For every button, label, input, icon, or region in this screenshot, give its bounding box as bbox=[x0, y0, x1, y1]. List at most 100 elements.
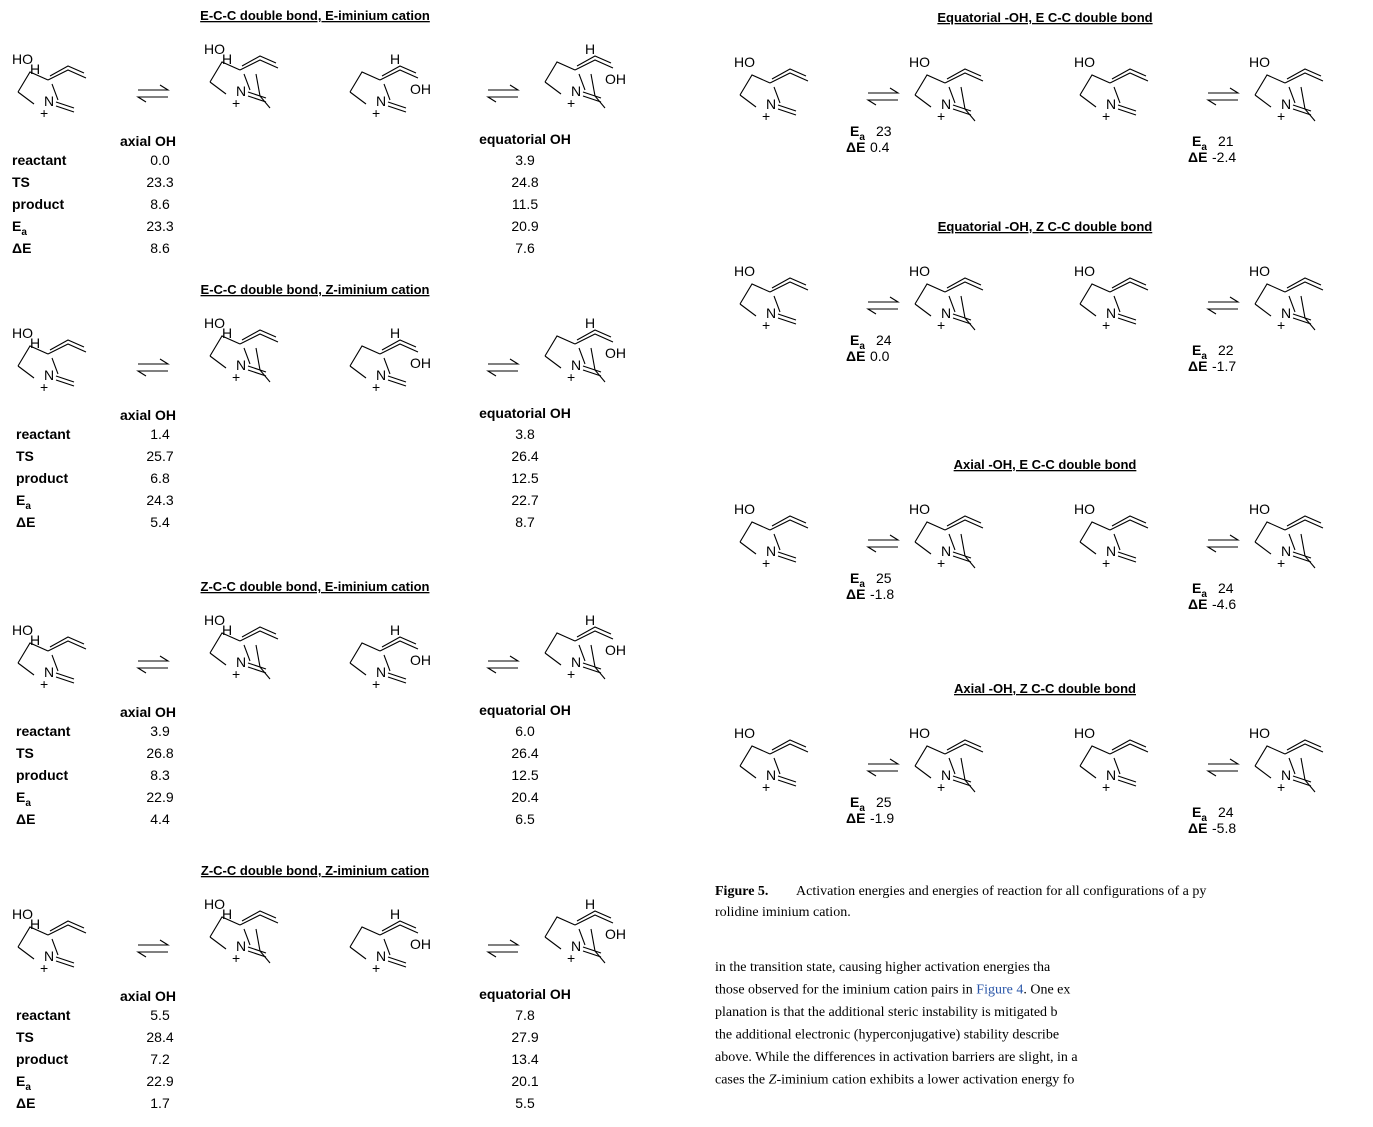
atom-label: + bbox=[372, 960, 380, 976]
atom-label: H bbox=[390, 325, 400, 341]
energy-value: 0.0 bbox=[870, 348, 890, 364]
bond bbox=[545, 917, 575, 937]
caption-text: Activation energies and energies of reac… bbox=[796, 884, 1206, 899]
atom-label: + bbox=[762, 317, 770, 333]
body-line: cases the Z-iminium cation exhibits a lo… bbox=[715, 1073, 1074, 1088]
bond bbox=[915, 766, 931, 778]
bond bbox=[740, 746, 770, 766]
energy-label: ΔE bbox=[1188, 596, 1207, 612]
panel-title: Equatorial -OH, E C-C double bond bbox=[937, 10, 1152, 25]
energy-value: 24 bbox=[876, 332, 892, 348]
atom-label: HO bbox=[909, 725, 930, 741]
bond bbox=[545, 82, 561, 94]
body-line: in the transition state, causing higher … bbox=[715, 960, 1051, 975]
bond bbox=[1255, 304, 1271, 316]
atom-label: HO bbox=[909, 501, 930, 517]
atom-label: HO bbox=[1074, 725, 1095, 741]
bond bbox=[961, 87, 965, 109]
bond bbox=[18, 947, 34, 959]
arrow bbox=[868, 88, 898, 93]
bond bbox=[1080, 542, 1096, 554]
atom-label: + bbox=[232, 95, 240, 111]
energy-value: 25 bbox=[876, 794, 892, 810]
bond bbox=[350, 366, 366, 378]
bond bbox=[1255, 746, 1285, 766]
atom-label: H bbox=[585, 612, 595, 628]
bond bbox=[740, 284, 770, 304]
cell-value: 8.6 bbox=[150, 196, 170, 212]
atom-label: HO bbox=[1074, 54, 1095, 70]
cell-value: 5.5 bbox=[150, 1007, 170, 1023]
row-label: Ea bbox=[16, 789, 31, 809]
bond bbox=[545, 937, 561, 949]
arrow bbox=[1208, 535, 1238, 540]
row-label: product bbox=[16, 1051, 68, 1067]
cell-value: 26.8 bbox=[146, 745, 173, 761]
row-label-sub: a bbox=[21, 227, 27, 238]
bond bbox=[256, 929, 260, 951]
bond bbox=[545, 336, 575, 356]
cell-value: 3.9 bbox=[515, 152, 535, 168]
bond bbox=[591, 74, 595, 96]
bond bbox=[210, 356, 226, 368]
atom-label: H bbox=[222, 51, 232, 67]
row-label: reactant bbox=[16, 723, 71, 739]
energy-value: 0.4 bbox=[870, 139, 890, 155]
bond bbox=[18, 366, 34, 378]
column-header: equatorial OH bbox=[479, 405, 571, 421]
arrow bbox=[1208, 297, 1238, 302]
cell-value: 3.9 bbox=[150, 723, 170, 739]
bond bbox=[1255, 95, 1271, 107]
arrow bbox=[488, 940, 518, 945]
row-label: ΔE bbox=[12, 240, 31, 256]
atom-label: OH bbox=[605, 926, 626, 942]
arrow bbox=[1208, 759, 1238, 764]
body-text: planation is that the additional steric … bbox=[715, 1005, 1058, 1020]
atom-label: H bbox=[585, 315, 595, 331]
energy-value: 21 bbox=[1218, 133, 1234, 149]
arrow bbox=[1208, 547, 1238, 552]
atom-label: H bbox=[390, 906, 400, 922]
cell-value: 22.9 bbox=[146, 1073, 173, 1089]
arrow bbox=[488, 85, 518, 90]
cell-value: 27.9 bbox=[511, 1029, 538, 1045]
atom-label: HO bbox=[1074, 263, 1095, 279]
atom-label: + bbox=[1102, 108, 1110, 124]
column-header: equatorial OH bbox=[479, 702, 571, 718]
cell-value: 24.8 bbox=[511, 174, 538, 190]
cell-value: 5.4 bbox=[150, 514, 170, 530]
cell-value: 3.8 bbox=[515, 426, 535, 442]
bond bbox=[545, 356, 561, 368]
body-text: -iminium cation exhibits a lower activat… bbox=[776, 1073, 1074, 1088]
atom-label: OH bbox=[410, 355, 431, 371]
bond bbox=[1255, 522, 1285, 542]
energy-value: -1.7 bbox=[1212, 358, 1236, 374]
atom-label: HO bbox=[909, 263, 930, 279]
atom-label: + bbox=[762, 108, 770, 124]
bond bbox=[915, 746, 945, 766]
atom-label: H bbox=[585, 896, 595, 912]
cell-value: 5.5 bbox=[515, 1095, 535, 1111]
atom-label: H bbox=[222, 906, 232, 922]
row-label: product bbox=[16, 470, 68, 486]
row-label: ΔE bbox=[16, 1095, 35, 1111]
bond bbox=[18, 92, 34, 104]
atom-label: HO bbox=[1249, 263, 1270, 279]
figure-link[interactable]: Figure 4 bbox=[976, 983, 1023, 998]
energy-value: -1.8 bbox=[870, 586, 894, 602]
arrow bbox=[868, 535, 898, 540]
cell-value: 8.3 bbox=[150, 767, 170, 783]
body-text: those observed for the iminium cation pa… bbox=[715, 983, 976, 998]
arrow bbox=[138, 85, 168, 90]
arrow bbox=[138, 359, 168, 364]
bond bbox=[915, 522, 945, 542]
arrow bbox=[488, 668, 518, 673]
energy-value: 22 bbox=[1218, 342, 1234, 358]
bond bbox=[1301, 296, 1305, 318]
atom-label: HO bbox=[909, 54, 930, 70]
cell-value: 22.9 bbox=[146, 789, 173, 805]
atom-label: H bbox=[30, 632, 40, 648]
energy-label: ΔE bbox=[1188, 358, 1207, 374]
bond bbox=[591, 645, 595, 667]
row-label: TS bbox=[16, 448, 34, 464]
